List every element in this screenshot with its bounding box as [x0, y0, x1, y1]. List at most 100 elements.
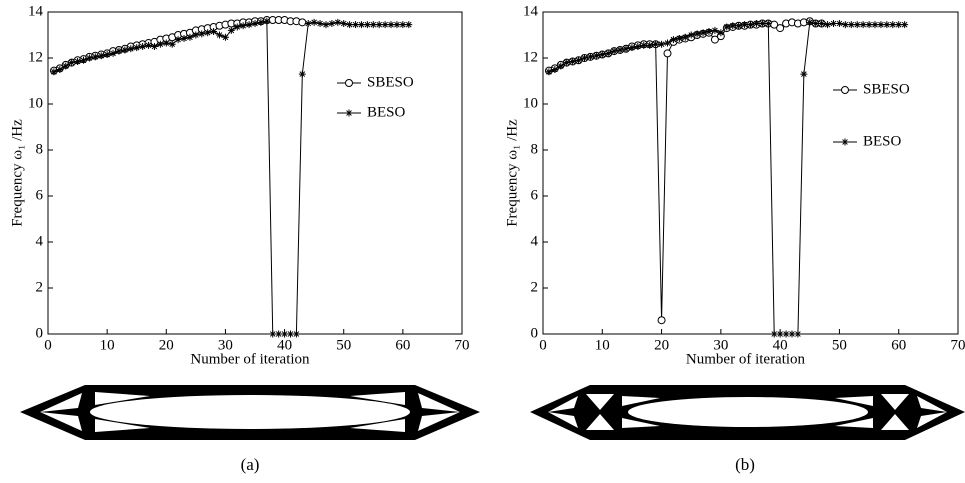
marker-star	[640, 41, 648, 49]
marker-star	[56, 66, 64, 73]
marker-star	[581, 54, 588, 62]
marker-star	[121, 46, 129, 54]
marker-star	[275, 330, 283, 338]
marker-star	[847, 21, 855, 29]
y-tick-label: 0	[531, 325, 539, 341]
marker-star	[569, 57, 577, 65]
x-tick-label: 0	[44, 337, 52, 353]
legend-label: BESO	[863, 133, 902, 149]
marker-star	[877, 21, 885, 29]
marker-star	[204, 29, 212, 37]
marker-star	[375, 21, 383, 29]
marker-star	[257, 18, 265, 26]
marker-star	[841, 21, 849, 29]
x-tick-label: 50	[832, 337, 847, 353]
y-tick-label: 2	[36, 279, 44, 295]
marker-star	[741, 21, 749, 29]
x-tick-label: 30	[218, 337, 233, 353]
marker-circle	[663, 49, 672, 58]
marker-star	[859, 21, 867, 29]
marker-star	[281, 330, 289, 338]
marker-star	[210, 28, 218, 36]
y-tick-label: 14	[28, 3, 44, 19]
marker-star	[711, 26, 719, 34]
marker-star	[622, 45, 630, 53]
marker-star	[669, 36, 677, 44]
marker-star	[586, 53, 594, 61]
topology-a	[20, 385, 480, 440]
legend-label: BESO	[367, 104, 406, 120]
y-tick-label: 4	[531, 233, 539, 249]
y-tick-label: 6	[531, 187, 539, 203]
series-line	[53, 20, 409, 335]
marker-star	[340, 20, 348, 27]
marker-star	[156, 40, 164, 48]
series-line	[548, 21, 905, 335]
marker-star	[133, 44, 141, 52]
marker-star	[216, 31, 224, 39]
marker-star	[68, 59, 76, 67]
marker-star	[245, 21, 253, 29]
series-line	[53, 19, 303, 72]
y-tick-label: 10	[28, 95, 43, 111]
series-line	[548, 20, 822, 321]
plot-frame	[47, 11, 463, 335]
marker-circle	[841, 86, 849, 94]
x-tick-label: 0	[539, 337, 547, 353]
marker-star	[598, 51, 606, 59]
marker-star	[233, 23, 241, 31]
marker-star	[322, 21, 330, 29]
y-tick-label: 2	[531, 279, 539, 295]
marker-star	[592, 52, 600, 60]
marker-circle	[657, 316, 666, 325]
marker-star	[192, 31, 200, 39]
marker-star	[735, 22, 743, 30]
marker-star	[770, 330, 778, 338]
marker-circle	[710, 35, 719, 44]
marker-star	[812, 20, 820, 27]
marker-star	[269, 330, 277, 338]
marker-star	[610, 47, 618, 55]
marker-star	[369, 21, 377, 29]
marker-star	[616, 46, 624, 54]
x-tick-label: 40	[773, 337, 788, 353]
marker-star	[334, 18, 342, 26]
marker-star	[776, 330, 784, 338]
marker-star	[883, 21, 891, 29]
marker-star	[346, 21, 354, 29]
y-axis-label: Frequency ω₁ /Hz	[504, 119, 520, 227]
y-tick-label: 10	[523, 95, 538, 111]
x-tick-label: 70	[455, 337, 470, 353]
marker-star	[405, 21, 413, 29]
marker-star	[865, 21, 873, 29]
marker-star	[747, 21, 754, 29]
marker-star	[835, 20, 843, 27]
x-axis-label: Number of iteration	[190, 351, 310, 367]
marker-star	[889, 21, 897, 29]
marker-star	[239, 22, 247, 30]
marker-star	[109, 49, 117, 57]
marker-star	[168, 40, 176, 48]
marker-star	[788, 330, 796, 338]
marker-star	[393, 21, 401, 29]
marker-star	[782, 330, 790, 338]
marker-star	[824, 21, 832, 29]
x-tick-label: 60	[395, 337, 410, 353]
caption: (a)	[241, 455, 260, 474]
marker-star	[263, 17, 271, 25]
marker-star	[381, 21, 389, 29]
x-tick-label: 70	[951, 337, 965, 353]
marker-circle	[345, 79, 353, 87]
marker-star	[830, 20, 837, 27]
legend-label: SBESO	[863, 81, 910, 97]
marker-star	[180, 34, 188, 42]
marker-star	[800, 70, 808, 78]
marker-star	[186, 33, 194, 41]
marker-star	[575, 56, 583, 64]
legend-label: SBESO	[367, 74, 414, 90]
marker-star	[221, 33, 229, 41]
marker-star	[693, 30, 701, 38]
marker-star	[298, 70, 306, 78]
